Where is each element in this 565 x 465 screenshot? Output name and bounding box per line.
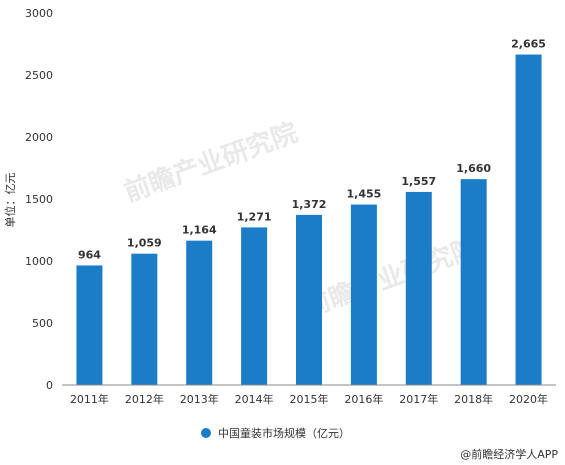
bar-value-label: 1,059 [127, 237, 162, 250]
bar [296, 214, 322, 385]
bar-value-label: 1,557 [401, 175, 436, 188]
y-tick-label: 0 [46, 379, 53, 392]
x-tick-label: 2014年 [235, 392, 274, 406]
x-tick-label: 2013年 [180, 392, 219, 406]
bar-value-label: 1,271 [237, 210, 272, 223]
bar-value-label: 1,164 [182, 224, 217, 237]
data-labels-group: 964 1,059 1,164 1,271 1,372 1,455 1,557 1,660 2,… [78, 38, 546, 262]
bar-value-label: 1,372 [292, 198, 327, 211]
y-tick-label: 1000 [25, 255, 53, 268]
bar [405, 191, 432, 385]
bar-value-label: 2,665 [511, 38, 546, 51]
bars-group [76, 54, 542, 385]
x-tick-label: 2020年 [509, 392, 548, 406]
y-axis-ticks: 0 500 1000 1500 2000 2500 3000 [25, 7, 53, 392]
bar [241, 227, 268, 385]
y-tick-label: 2000 [25, 131, 53, 144]
bar [350, 204, 377, 385]
x-tick-label: 2015年 [290, 392, 329, 406]
bar-value-label: 964 [78, 248, 101, 261]
x-tick-label: 2016年 [344, 392, 383, 406]
legend: 中国童装市场规模（亿元） [201, 426, 350, 440]
y-tick-label: 500 [32, 317, 53, 330]
y-axis-title: 单位：亿元 [3, 173, 17, 228]
x-tick-label: 2017年 [399, 392, 438, 406]
bar-value-label: 1,455 [346, 188, 381, 201]
watermark-2: 前瞻产业研究院 [300, 232, 482, 323]
x-tick-label: 2012年 [125, 392, 164, 406]
bar-value-label: 1,660 [456, 162, 491, 175]
y-tick-label: 3000 [25, 7, 53, 20]
y-tick-label: 1500 [25, 193, 53, 206]
x-tick-label: 2011年 [70, 392, 109, 406]
bar [186, 240, 213, 385]
bar [515, 54, 542, 385]
legend-label: 中国童装市场规模（亿元） [218, 426, 350, 440]
bar [460, 179, 487, 385]
bar [131, 253, 158, 385]
source-label: @前瞻经济学人APP [460, 447, 558, 461]
bar [76, 265, 103, 385]
watermark-1: 前瞻产业研究院 [120, 117, 302, 208]
y-tick-label: 2500 [25, 69, 53, 82]
x-tick-label: 2018年 [454, 392, 493, 406]
x-axis-ticks: 2011年 2012年 2013年 2014年 2015年 2016年 2017年 2018年… [70, 392, 548, 406]
legend-marker [201, 428, 211, 438]
